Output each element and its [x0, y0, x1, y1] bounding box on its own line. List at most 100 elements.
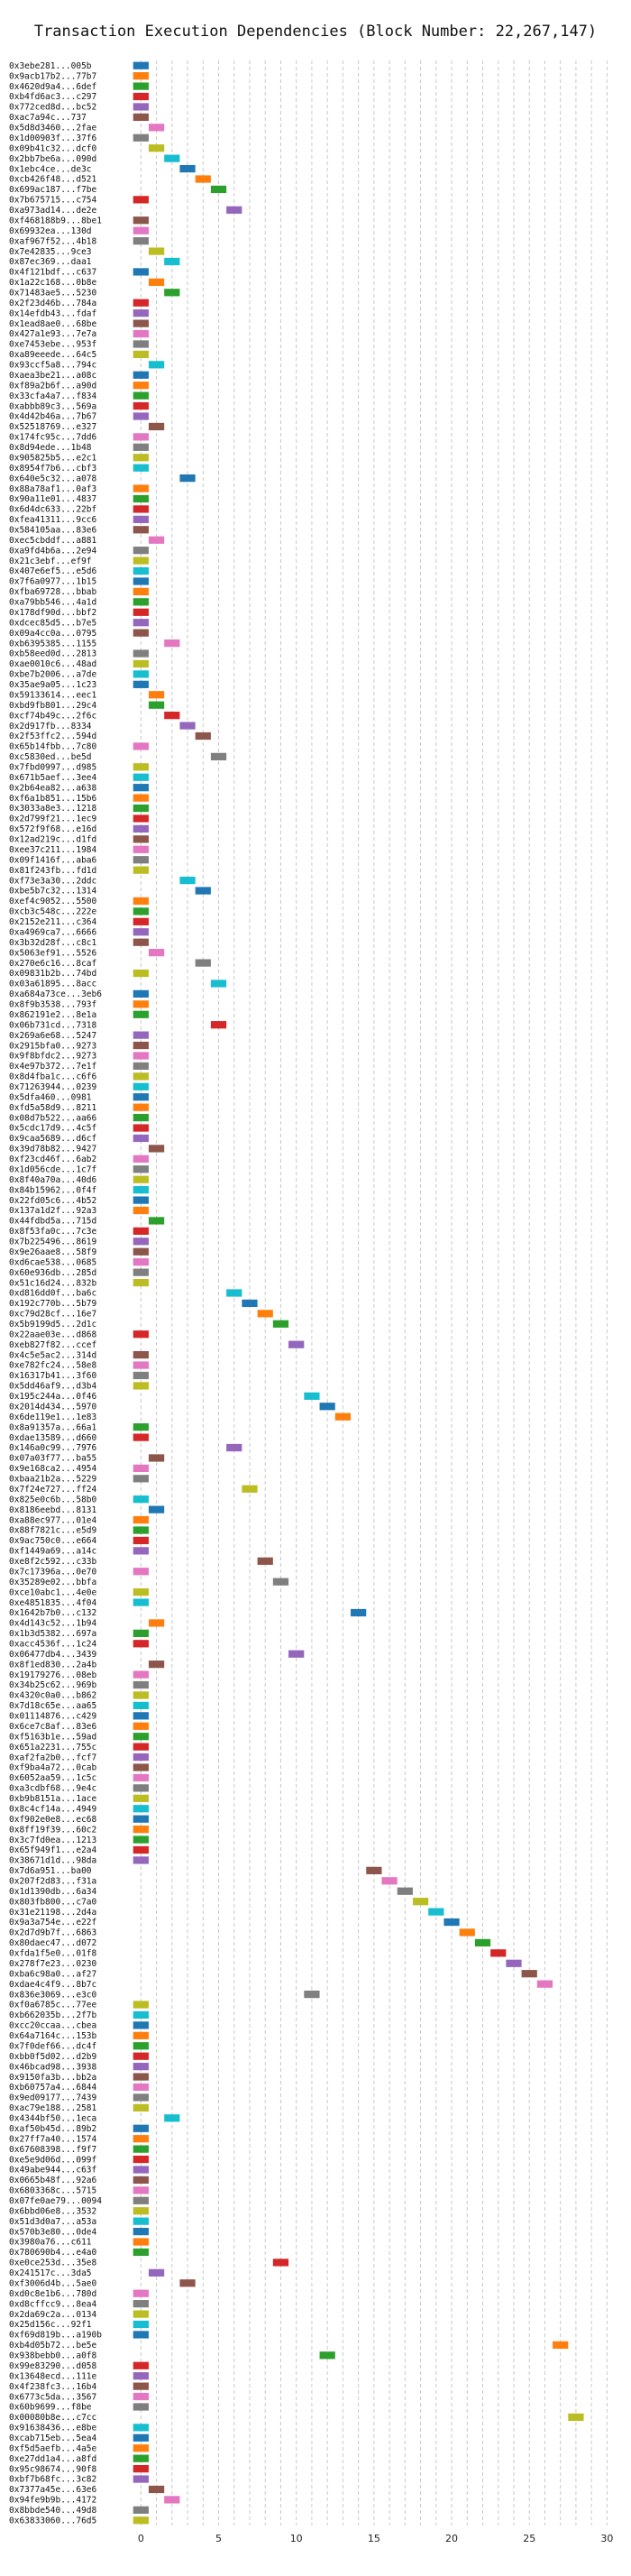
- tx-label: 0x699ac187...f7be: [9, 185, 97, 195]
- tx-label: 0xfda1f5e0...01f8: [9, 1949, 97, 1959]
- tx-bar: [195, 959, 211, 967]
- tx-bar: [133, 464, 149, 472]
- tx-bar: [133, 319, 149, 327]
- tx-bar: [133, 2155, 149, 2164]
- tx-label: 0xf73e3a30...2ddc: [9, 876, 96, 886]
- tx-label: 0x87ec369...daa1: [9, 257, 92, 267]
- tx-label: 0x5dfa460...0981: [9, 1092, 92, 1102]
- tx-bar: [148, 1217, 165, 1225]
- tx-bar: [148, 1454, 165, 1462]
- tx-bar: [133, 433, 149, 441]
- tx-label: 0x88f7821c...e5d9: [9, 1526, 97, 1536]
- tx-bar: [133, 494, 149, 503]
- tx-bar: [133, 1794, 149, 1802]
- tx-bar: [133, 680, 149, 688]
- tx-bar: [148, 1661, 165, 1669]
- tx-bar: [133, 72, 149, 80]
- tx-bar: [133, 1568, 149, 1576]
- tx-label: 0xf3006d4b...5ae0: [9, 2278, 97, 2288]
- tx-label: 0x46bcad98...3938: [9, 2062, 97, 2072]
- tx-bar: [133, 236, 149, 245]
- tx-label: 0x51d3d0a7...a53a: [9, 2217, 96, 2227]
- tx-bar: [133, 2289, 149, 2297]
- tx-bar: [133, 216, 149, 225]
- tx-label: 0x9ac750c0...e664: [9, 1536, 97, 1546]
- tx-label: 0xb9b8151a...1ace: [9, 1794, 97, 1804]
- tx-label: 0xa4969ca7...6666: [9, 927, 97, 937]
- tx-label: 0x84b15962...0f4f: [9, 1185, 96, 1195]
- tx-bar: [133, 619, 149, 627]
- tx-bar: [133, 2196, 149, 2204]
- tx-label: 0x35289e02...bbfa: [9, 1578, 96, 1587]
- tx-label: 0xe0ce253d...35e8: [9, 2259, 97, 2268]
- tx-bar: [257, 1310, 273, 1318]
- tx-label: 0x52518769...e327: [9, 422, 96, 432]
- tx-bar: [133, 1113, 149, 1122]
- tx-bar: [133, 1547, 149, 1555]
- tx-label: 0x1d056cde...1c7f: [9, 1164, 96, 1174]
- grid: [140, 60, 608, 2525]
- tx-label: 0x195c244a...0f46: [9, 1392, 97, 1402]
- tx-bar: [148, 144, 165, 152]
- tx-bar: [133, 1712, 149, 1720]
- tx-bar: [133, 1258, 149, 1266]
- tx-label: 0xdae13589...d660: [9, 1433, 97, 1443]
- tx-bar: [133, 1041, 149, 1050]
- tx-label: 0x7377a45e...63e6: [9, 2485, 97, 2495]
- tx-label: 0xf468188b9...8be1: [9, 216, 102, 225]
- tx-label: 0x8a91357a...66a1: [9, 1422, 97, 1432]
- tx-label: 0x1d1390db...6a34: [9, 1887, 97, 1897]
- tx-bar: [133, 2433, 149, 2442]
- tx-label: 0xdcec85d5...b7e5: [9, 618, 96, 628]
- tx-bar: [133, 1743, 149, 1751]
- tx-bar: [133, 1784, 149, 1792]
- tx-label: 0x905825b5...e2c1: [9, 453, 97, 463]
- tx-label: 0x07fe0ae79...0094: [9, 2196, 102, 2206]
- tx-label: 0x01114876...c429: [9, 1712, 97, 1722]
- tx-label: 0xb58eed0d...2813: [9, 649, 96, 659]
- tx-label: 0x241517c...3da5: [9, 2268, 92, 2278]
- tx-bar: [133, 1433, 149, 1441]
- tx-bar: [133, 196, 149, 204]
- tx-bar: [506, 1959, 522, 1967]
- tx-bar: [133, 340, 149, 348]
- tx-label: 0x51c16d24...832b: [9, 1278, 97, 1288]
- tx-label: 0xfd5a58d9...8211: [9, 1103, 97, 1113]
- tx-bar: [133, 1495, 149, 1504]
- tx-label: 0x34b25c62...969b: [9, 1680, 97, 1690]
- tx-label: 0xbe7b2006...a7de: [9, 670, 97, 680]
- tx-label: 0x81f243fb...fd1d: [9, 866, 96, 876]
- tx-bar: [133, 2403, 149, 2411]
- tx-label: 0xaf2fa2b0...fcf7: [9, 1753, 96, 1762]
- tx-bar: [133, 1072, 149, 1081]
- tx-bar: [133, 2392, 149, 2401]
- tx-label: 0x16317b41...3f60: [9, 1371, 97, 1381]
- tx-label: 0x14efdb43...fdaf: [9, 308, 96, 318]
- tx-label: 0x2d799f21...1ec9: [9, 814, 97, 824]
- tx-bar: [133, 1680, 149, 1689]
- tx-label: 0x1642b7b0...c132: [9, 1608, 96, 1618]
- tx-label: 0xac79e188...2581: [9, 2103, 97, 2113]
- tx-label: 0x570b3e80...0de4: [9, 2227, 97, 2237]
- tx-bar: [133, 2093, 149, 2102]
- tx-bar: [133, 2135, 149, 2143]
- tx-label: 0x4d143c52...1b94: [9, 1619, 97, 1629]
- tx-bar: [226, 1443, 242, 1452]
- tx-label: 0x7fbd0997...d985: [9, 763, 96, 773]
- tx-bar: [164, 2114, 180, 2122]
- tx-label: 0xf6a1b851...15b6: [9, 794, 97, 804]
- tx-bar: [133, 2444, 149, 2452]
- tx-bar: [133, 2238, 149, 2246]
- tx-label: 0x836e3069...e3c0: [9, 1990, 97, 2000]
- tx-label: 0x6803368c...5715: [9, 2186, 96, 2196]
- tx-label: 0xe4851835...4f04: [9, 1598, 97, 1608]
- tx-label: 0x09a4cc0a...0795: [9, 629, 96, 639]
- tx-bar: [133, 742, 149, 750]
- tx-bar: [133, 2073, 149, 2081]
- tx-label: 0x572f9f68...e16d: [9, 824, 96, 834]
- tx-bar: [133, 1330, 149, 1339]
- tx-bar: [133, 1247, 149, 1256]
- tx-bar: [133, 329, 149, 338]
- tx-bar: [195, 175, 211, 183]
- tx-bar: [133, 773, 149, 781]
